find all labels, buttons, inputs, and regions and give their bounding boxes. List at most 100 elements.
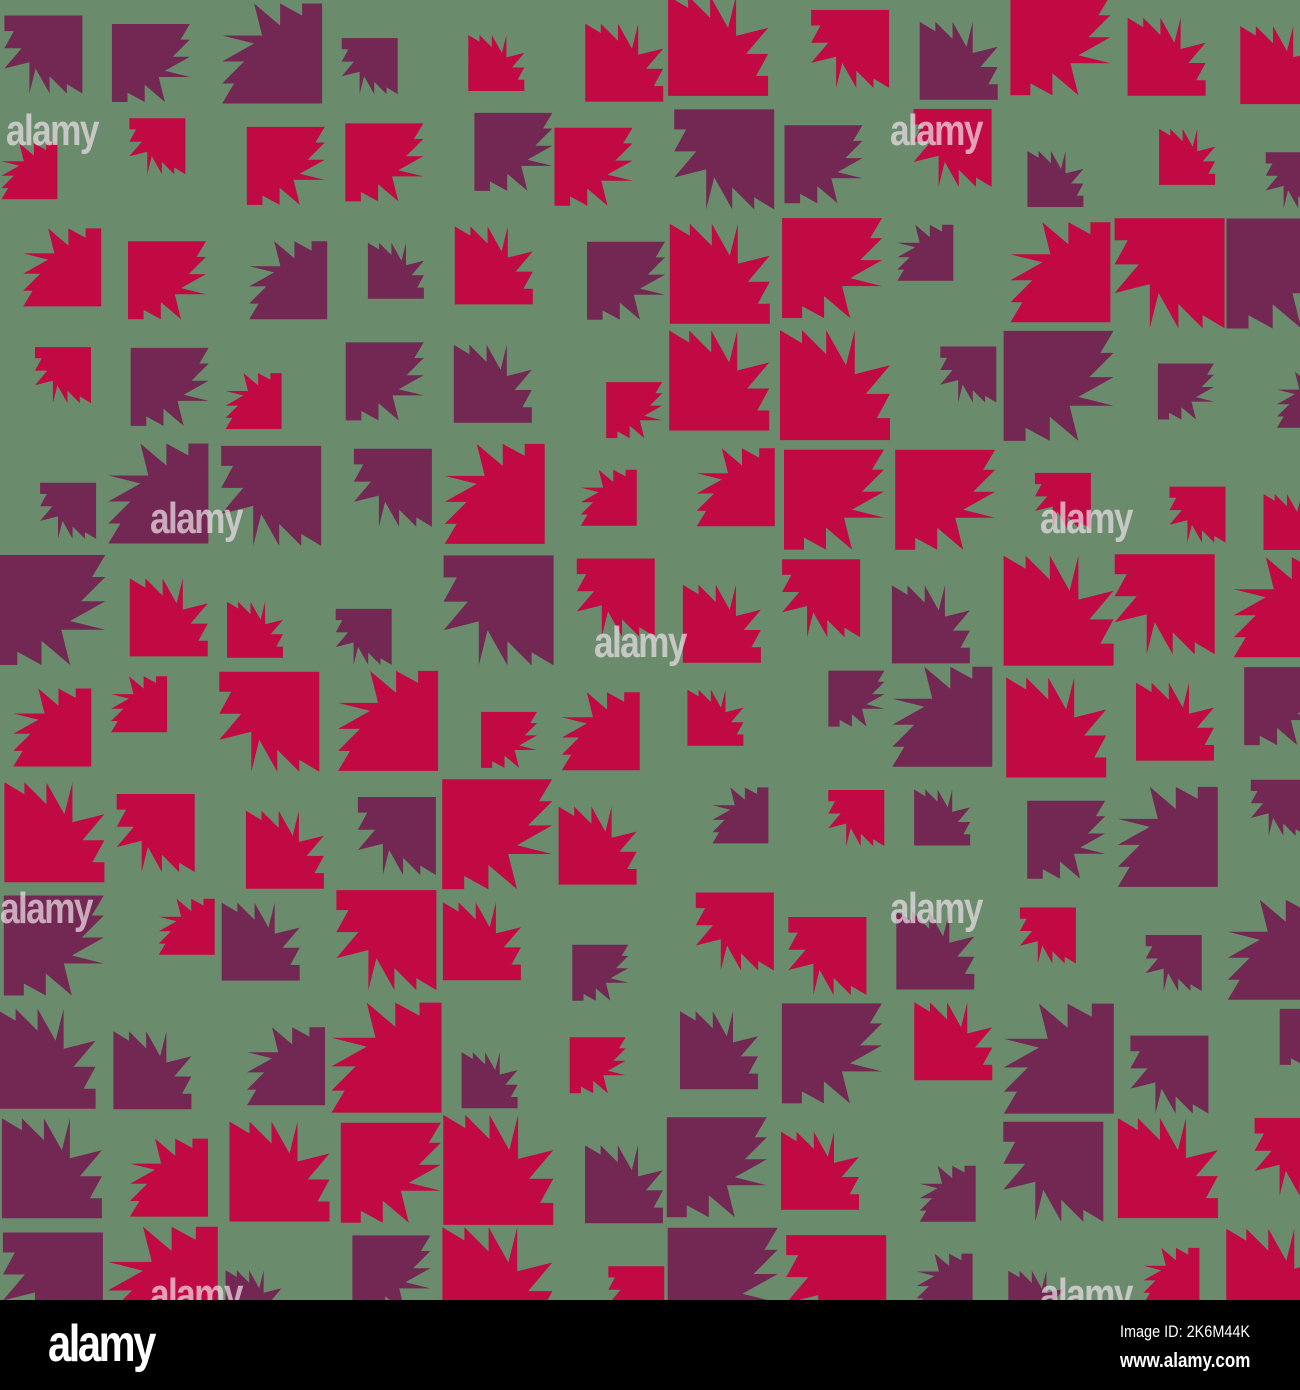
watermark: alamy [890, 106, 983, 155]
sawtooth-tile [1003, 555, 1114, 666]
sawtooth-tile [219, 671, 320, 772]
sawtooth-tile [113, 1031, 192, 1110]
sawtooth-tile [1127, 17, 1206, 96]
sawtooth-tile [13, 688, 92, 767]
sawtooth-tile [891, 585, 970, 664]
sawtooth-tile [585, 1145, 663, 1224]
watermark: alamy [594, 618, 687, 667]
sawtooth-tile [919, 21, 998, 100]
sawtooth-tile [443, 555, 554, 666]
sawtooth-tile [668, 0, 769, 96]
image-id: Image ID: 2K6M44K [1119, 1322, 1250, 1341]
sawtooth-tile [225, 1270, 282, 1300]
website-link: www.alamy.com [1119, 1350, 1250, 1372]
sawtooth-tile [1233, 557, 1300, 658]
sawtooth-tile [786, 1235, 887, 1300]
sawtooth-tile [892, 666, 993, 767]
watermark: alamy [6, 106, 99, 155]
sawtooth-tile [367, 242, 424, 299]
sawtooth-tile [108, 443, 209, 544]
sawtooth-tile [561, 692, 640, 771]
sawtooth-tile [129, 118, 186, 175]
sawtooth-tile [0, 1008, 96, 1109]
sawtooth-tile [1136, 682, 1214, 761]
sawtooth-tile [442, 902, 521, 981]
sawtooth-tile [576, 558, 655, 637]
sawtooth-tile [1003, 330, 1114, 441]
sawtooth-tile [558, 806, 637, 885]
sawtooth-tile [331, 1002, 442, 1113]
sawtooth-tile [1277, 371, 1300, 428]
watermark: alamy [1040, 494, 1133, 543]
sawtooth-tile [897, 224, 954, 281]
sawtooth-tile [444, 443, 545, 544]
sawtooth-tile [687, 689, 744, 746]
sawtooth-tile [784, 125, 863, 204]
sawtooth-tile [695, 892, 774, 971]
sawtooth-tile [1130, 1035, 1209, 1114]
alamy-logo: alamy [48, 1315, 156, 1373]
sawtooth-tile [345, 123, 424, 202]
sawtooth-tile [249, 241, 328, 320]
sawtooth-tile [129, 578, 208, 657]
sawtooth-tile [353, 448, 432, 527]
sawtooth-tile [1008, 1270, 1065, 1300]
sawtooth-tile [245, 810, 324, 889]
sawtooth-tile [461, 1052, 518, 1109]
sawtooth-tile [669, 223, 770, 324]
sawtooth-tile [3, 895, 104, 996]
sawtooth-tile [111, 24, 190, 102]
sawtooth-tile [919, 1165, 976, 1222]
sawtooth-tile [781, 1131, 859, 1210]
sawtooth-tile [442, 1227, 553, 1300]
sawtooth-tile [780, 330, 890, 441]
sawtooth-tile [788, 917, 867, 995]
sawtooth-tile [1159, 128, 1216, 185]
sawtooth-tile [896, 911, 975, 990]
sawtooth-tile [914, 789, 971, 846]
sawtooth-tile [895, 449, 996, 550]
sawtooth-tile [916, 1253, 973, 1300]
sawtooth-tile [1157, 363, 1214, 420]
sawtooth-tile [345, 342, 424, 421]
sawtooth-tile [4, 15, 83, 94]
sawtooth-tile [666, 1117, 767, 1218]
sawtooth-tile [1227, 899, 1300, 1000]
geometric-pattern [0, 0, 1300, 1300]
sawtooth-tile [712, 787, 769, 844]
sawtooth-tile [1265, 152, 1300, 209]
sawtooth-tile [40, 482, 97, 539]
sawtooth-tile [221, 445, 322, 546]
sawtooth-tile [128, 241, 206, 320]
sawtooth-tile [1117, 786, 1218, 887]
sawtooth-tile [357, 797, 436, 875]
sawtooth-tile [781, 1003, 882, 1104]
sawtooth-tile [828, 790, 885, 846]
sawtooth-tile [1114, 554, 1215, 655]
sawtooth-tile [1027, 800, 1106, 879]
sawtooth-tile [669, 330, 770, 431]
sawtooth-tile [335, 608, 392, 665]
sawtooth-tile [680, 1011, 758, 1090]
sawtooth-tile [116, 794, 195, 872]
sawtooth-tile [336, 890, 437, 991]
sawtooth-tile [606, 382, 663, 439]
watermark: alamy [0, 884, 93, 933]
sawtooth-tile [4, 782, 105, 883]
sawtooth-tile [682, 584, 761, 663]
sawtooth-tile [1244, 667, 1300, 746]
sawtooth-tile [468, 35, 525, 91]
sawtooth-tile [130, 1138, 208, 1217]
sawtooth-tile [352, 1235, 431, 1300]
sawtooth-tile [940, 346, 997, 403]
sawtooth-tile [338, 670, 439, 771]
footer-bar: alamy Image ID: 2K6M44K www.alamy.com [0, 1300, 1300, 1390]
sawtooth-tile [587, 241, 665, 320]
sawtooth-tile [1169, 486, 1226, 543]
sawtooth-tile [225, 373, 282, 430]
sawtooth-tile [674, 109, 775, 210]
sawtooth-tile [227, 601, 283, 658]
sawtooth-tile [1027, 151, 1084, 207]
sawtooth-tile [1006, 677, 1107, 778]
